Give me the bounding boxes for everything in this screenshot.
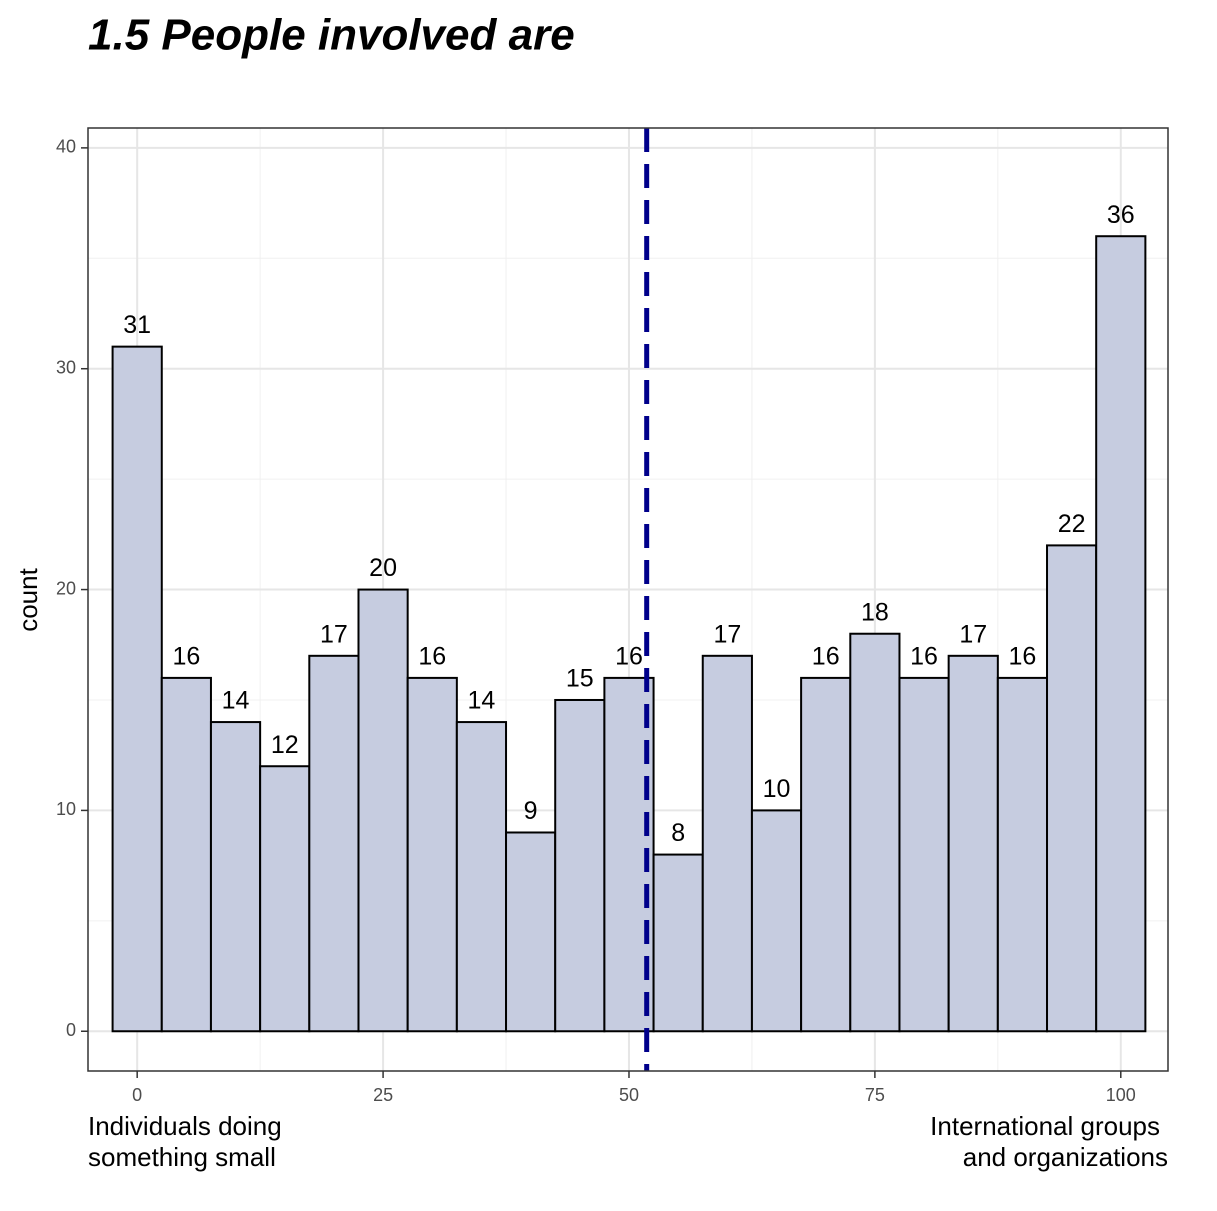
- y-tick-label: 30: [56, 357, 76, 377]
- data-label: 16: [615, 643, 643, 671]
- y-tick-label: 20: [56, 578, 76, 598]
- data-label: 22: [1058, 510, 1086, 538]
- data-label: 8: [671, 819, 685, 847]
- bar: [406, 676, 458, 1033]
- data-label: 16: [418, 643, 446, 671]
- x-tick-label: 100: [1106, 1085, 1136, 1105]
- bar: [800, 676, 852, 1033]
- bar: [996, 676, 1049, 1033]
- data-label: 12: [271, 731, 299, 759]
- data-label: 15: [566, 665, 594, 693]
- bar: [898, 676, 950, 1033]
- y-tick-label: 10: [56, 799, 76, 819]
- data-label: 18: [861, 598, 889, 626]
- bar: [1095, 235, 1147, 1033]
- x-annotation-left: something small: [88, 1142, 276, 1172]
- bar: [701, 654, 753, 1033]
- data-label: 9: [524, 797, 538, 825]
- x-annotation-right: and organizations: [963, 1142, 1168, 1172]
- bar: [111, 345, 163, 1033]
- data-label: 16: [812, 643, 840, 671]
- data-label: 16: [1009, 643, 1037, 671]
- x-annotation-right: International groups: [930, 1111, 1160, 1141]
- data-label: 16: [172, 643, 200, 671]
- bar: [160, 676, 212, 1033]
- bar: [505, 831, 557, 1033]
- bar: [750, 809, 803, 1033]
- y-tick-label: 40: [56, 137, 76, 157]
- data-label: 17: [959, 620, 987, 648]
- data-label: 16: [910, 643, 938, 671]
- data-label: 36: [1107, 201, 1135, 229]
- bar: [308, 654, 360, 1033]
- bar: [849, 632, 901, 1033]
- bar: [357, 588, 409, 1033]
- x-tick-label: 25: [373, 1085, 393, 1105]
- data-label: 10: [763, 775, 791, 803]
- x-tick-label: 0: [132, 1085, 142, 1105]
- x-tick-label: 75: [865, 1085, 885, 1105]
- panel-border: [87, 127, 1169, 1072]
- bar: [947, 654, 999, 1033]
- bar: [652, 853, 704, 1033]
- data-label: 31: [123, 311, 151, 339]
- data-label: 20: [369, 554, 397, 582]
- bar: [554, 698, 606, 1033]
- bar: [1046, 544, 1098, 1033]
- bar: [209, 721, 262, 1033]
- chart-title: 1.5 People involved are: [88, 11, 575, 60]
- y-axis-label: count: [13, 567, 43, 631]
- bar: [259, 765, 311, 1033]
- x-annotation-left: Individuals doing: [88, 1111, 282, 1141]
- x-tick-label: 50: [619, 1085, 639, 1105]
- data-label: 14: [468, 687, 496, 715]
- y-tick-label: 0: [66, 1020, 76, 1040]
- data-label: 17: [713, 620, 741, 648]
- data-label: 14: [222, 687, 250, 715]
- data-label: 17: [320, 620, 348, 648]
- bar: [455, 721, 508, 1033]
